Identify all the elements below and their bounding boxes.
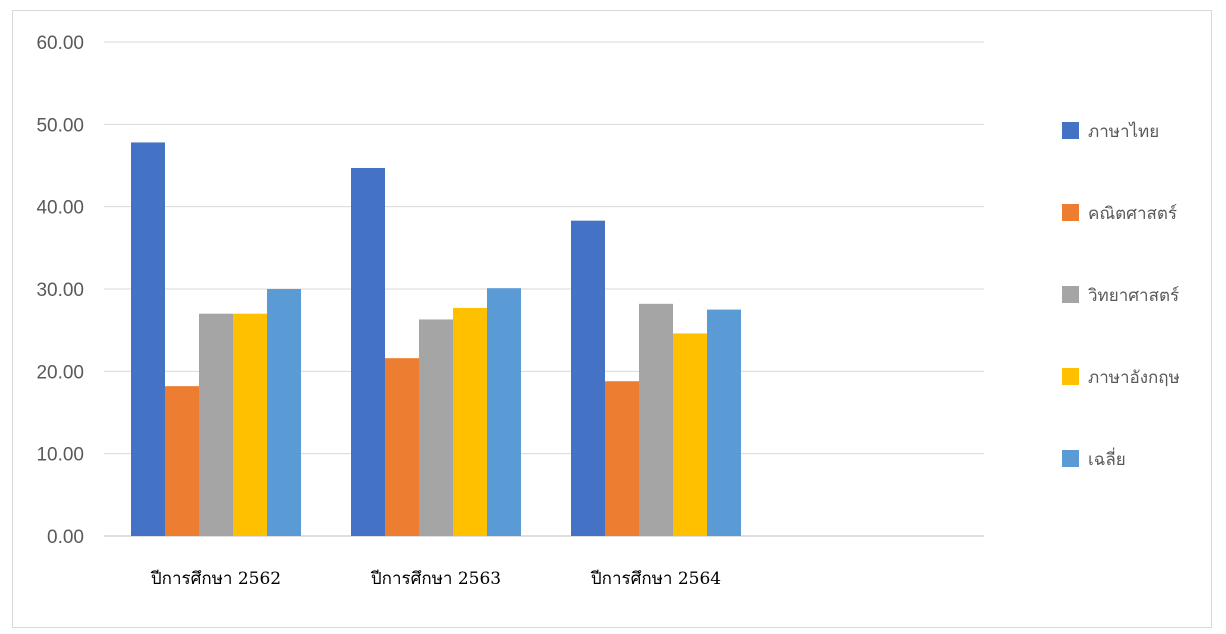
legend-label: วิทยาศาสตร์ [1088, 286, 1180, 306]
y-tick-label: 20.00 [36, 362, 84, 383]
category-label: ปีการศึกษา 2564 [590, 569, 721, 589]
bar-1-3 [453, 307, 487, 536]
legend-swatch [1062, 204, 1079, 221]
legend-swatch [1062, 286, 1079, 303]
bar-2-0 [571, 220, 605, 536]
bar-0-1 [165, 386, 199, 536]
legend-label: ภาษาอังกฤษ [1088, 368, 1180, 388]
legend-label: เฉลี่ย [1088, 447, 1126, 470]
bar-2-1 [605, 381, 639, 536]
bar-1-1 [385, 358, 419, 536]
y-tick-label: 40.00 [36, 198, 84, 219]
legend-label: ภาษาไทย [1088, 121, 1159, 142]
y-tick-label: 10.00 [36, 445, 84, 466]
bar-2-3 [673, 333, 707, 536]
bar-1-0 [351, 167, 385, 536]
bar-0-3 [233, 313, 267, 536]
legend-swatch [1062, 450, 1079, 467]
y-tick-label: 50.00 [36, 115, 84, 136]
legend-swatch [1062, 368, 1079, 385]
y-tick-label: 30.00 [36, 280, 84, 301]
bar-2-2 [639, 303, 673, 536]
bar-1-2 [419, 319, 453, 536]
bar-0-0 [131, 142, 165, 537]
category-label: ปีการศึกษา 2562 [150, 569, 281, 589]
legend-swatch [1062, 122, 1079, 139]
bar-0-4 [267, 289, 301, 536]
legend-label: คณิตศาสตร์ [1088, 204, 1177, 224]
bar-1-4 [487, 288, 521, 536]
category-label: ปีการศึกษา 2563 [370, 569, 501, 589]
bar-2-4 [707, 309, 741, 536]
y-tick-label: 60.00 [36, 33, 84, 54]
bar-0-2 [199, 313, 233, 536]
y-tick-label: 0.00 [47, 527, 84, 548]
